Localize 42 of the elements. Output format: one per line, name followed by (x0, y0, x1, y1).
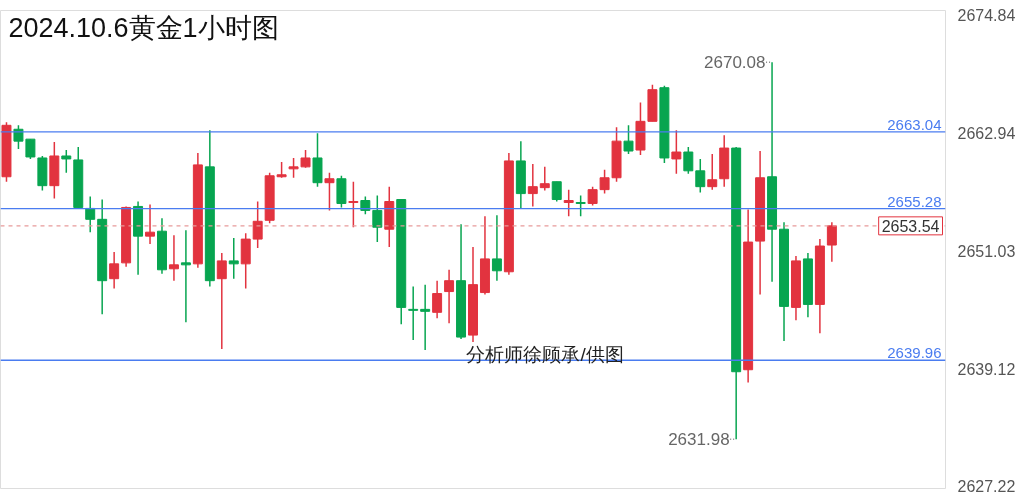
y-tick-label: 2651.03 (957, 242, 1016, 260)
candlestick (623, 124, 634, 155)
y-tick-label: 2674.84 (957, 7, 1016, 25)
candlestick (252, 200, 263, 249)
candlestick (695, 158, 706, 194)
candlestick (216, 252, 227, 350)
candlestick (145, 203, 156, 245)
ref-line-label: 2639.96 (887, 344, 942, 362)
candlestick (348, 180, 359, 228)
candlestick (707, 153, 718, 191)
candlestick (324, 172, 335, 212)
y-tick-label: 2662.94 (957, 124, 1016, 142)
candlestick (683, 146, 694, 175)
candlestick (575, 194, 586, 218)
candlestick (288, 157, 299, 179)
candlestick (551, 180, 562, 203)
y-tick-label: 2627.22 (957, 478, 1016, 496)
candlestick (61, 149, 72, 174)
candlestick (444, 269, 455, 324)
annotation: 2670.08 (704, 53, 766, 73)
ref-line-label: 2653.54 (881, 217, 940, 235)
candlestick (671, 129, 682, 175)
candlestick (408, 285, 419, 341)
candlestick (826, 221, 837, 263)
candlestick (563, 188, 574, 218)
annotation: 分析师徐顾承/供图 (466, 344, 624, 366)
y-tick-label: 2639.12 (957, 360, 1016, 378)
candlestick (420, 283, 431, 351)
chart-title: 2024.10.6黄金1小时图 (8, 12, 279, 43)
candlestick (539, 166, 550, 192)
candlestick (168, 234, 179, 282)
candlestick (85, 195, 96, 233)
annotation: 2631.98 (668, 430, 730, 450)
ref-line-label: 2655.28 (887, 192, 942, 210)
candlestick (228, 237, 239, 280)
candlestick (180, 229, 191, 323)
candlestick (527, 163, 538, 208)
candlestick (109, 251, 120, 290)
candlestick (491, 214, 502, 282)
candlestick (372, 194, 383, 243)
candlestick (432, 279, 443, 320)
ref-line-label: 2663.04 (887, 115, 942, 133)
